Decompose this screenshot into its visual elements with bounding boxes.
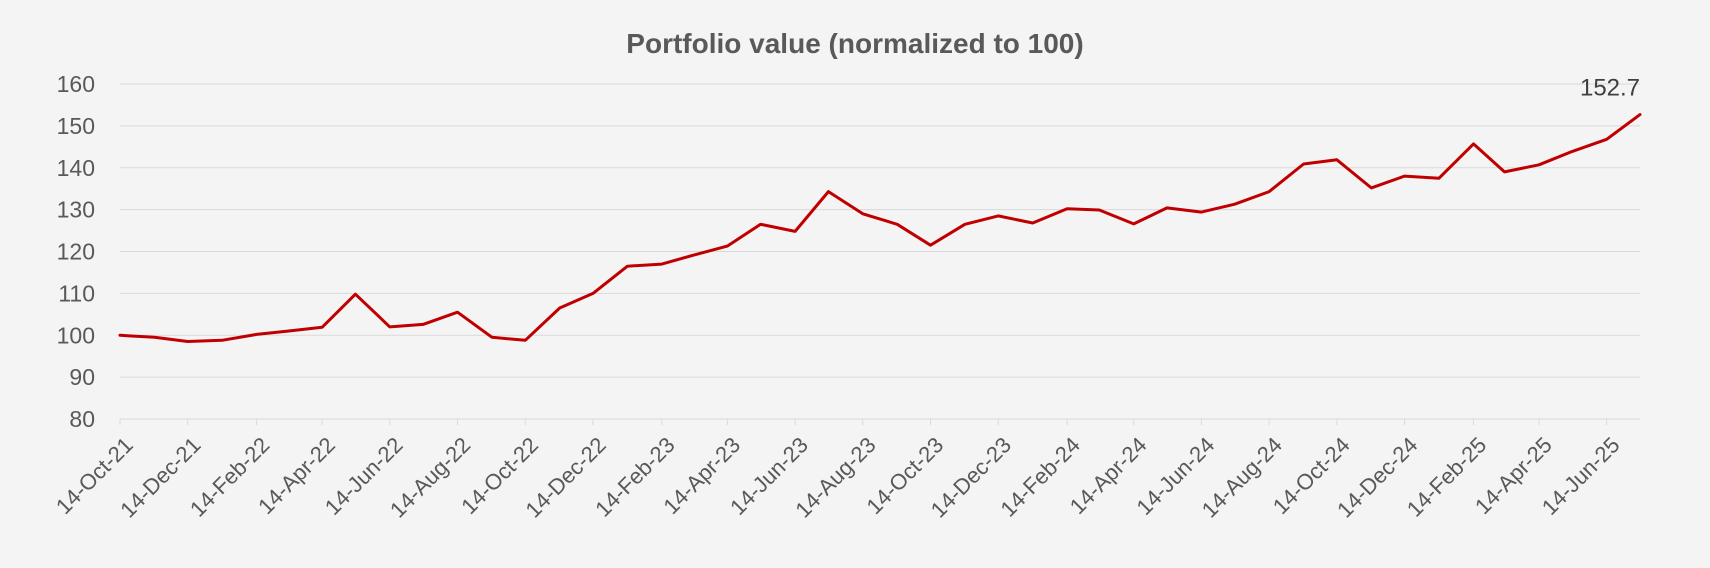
gridlines [120,83,1640,378]
y-axis-tick-labels: 80 90 100 110 120 130 140 150 160 [57,71,95,432]
y-tick-label: 140 [57,155,95,181]
x-axis [119,418,1640,425]
chart-title: Portfolio value (normalized to 100) [626,28,1083,59]
y-tick-label: 160 [57,71,95,97]
y-tick-label: 150 [57,113,95,139]
series-layer [118,113,1642,343]
y-tick-label: 120 [57,239,95,265]
y-tick-label: 80 [69,406,95,432]
end-value-label: 152.7 [1580,75,1640,102]
y-tick-label: 130 [57,197,95,223]
x-axis-tick-labels: 14-Oct-2114-Dec-2114-Feb-2214-Apr-2214-J… [51,432,1625,522]
y-tick-label: 100 [57,322,95,348]
series-line-0 [118,113,1642,343]
y-tick-label: 90 [69,364,95,390]
y-tick-label: 110 [58,280,95,306]
